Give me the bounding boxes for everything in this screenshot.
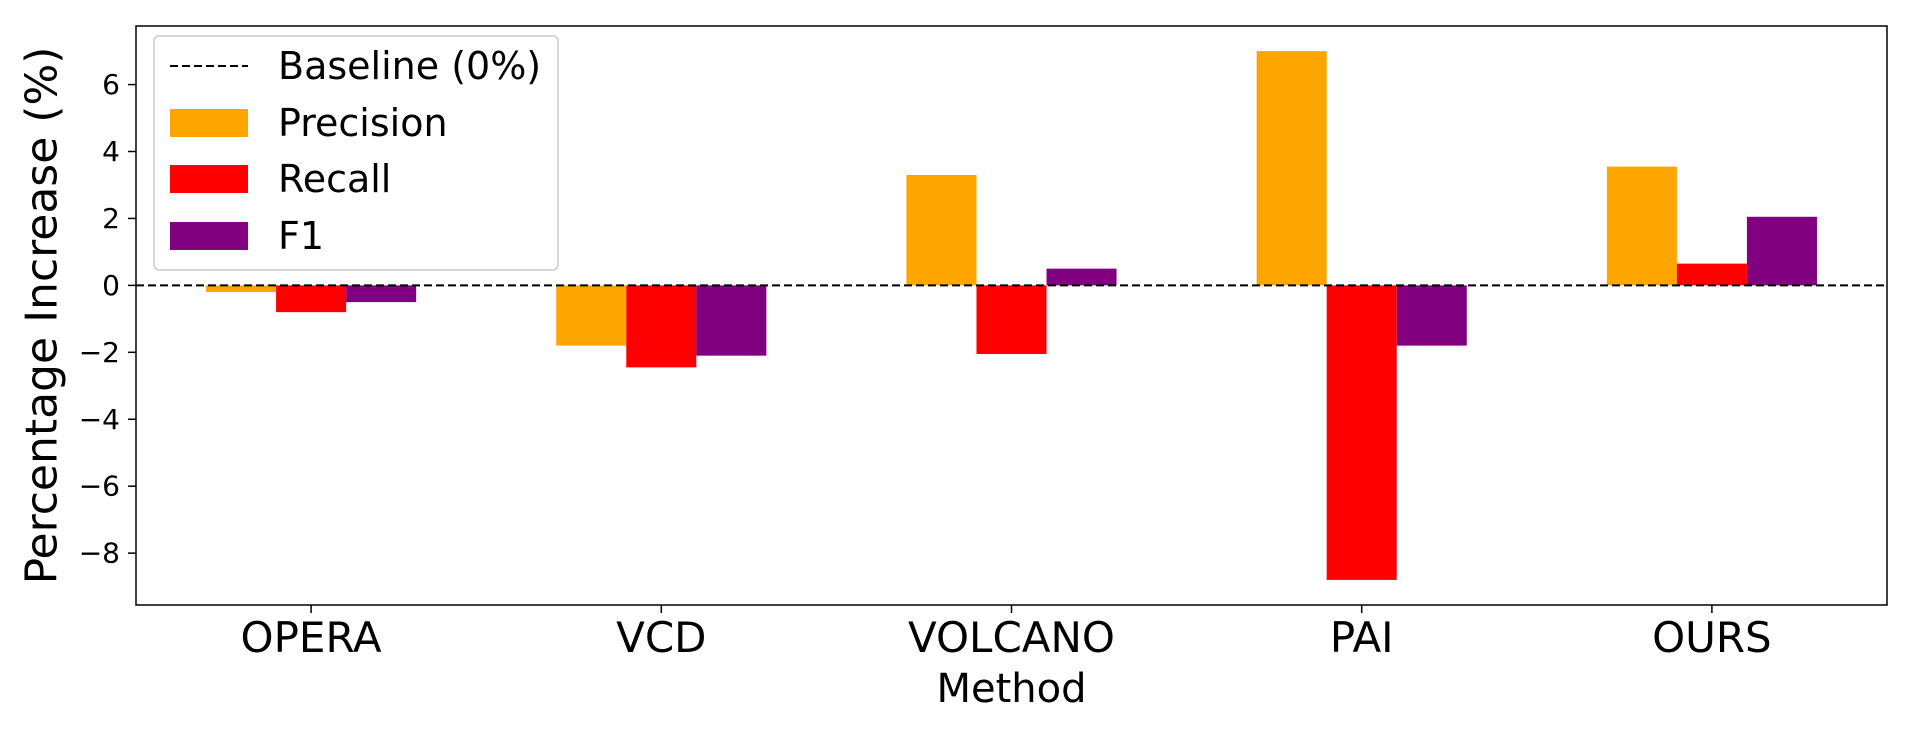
x-tick-label-pai: PAI [1330, 613, 1394, 662]
x-axis-label: Method [936, 666, 1086, 712]
legend-label-recall: Recall [278, 157, 391, 201]
bar-recall-ours [1676, 263, 1747, 286]
bar-f1-pai [1396, 285, 1467, 346]
legend-baseline-label: Baseline (0%) [278, 44, 541, 88]
bar-f1-ours [1746, 216, 1817, 286]
plot-frame [135, 25, 1888, 606]
y-axis-label: Percentage Increase (%) [17, 47, 68, 585]
legend-label-f1: F1 [278, 214, 324, 258]
legend-label-precision: Precision [278, 101, 448, 145]
legend-series-entries: Precision Recall F1 [170, 101, 448, 258]
bar-f1-volcano [1046, 268, 1117, 286]
legend-box [153, 35, 559, 271]
x-tick-label-volcano: VOLCANO [908, 613, 1115, 662]
y-tick-label: −6 [79, 470, 120, 503]
x-tick-label-opera: OPERA [241, 613, 382, 662]
bar-f1-vcd [696, 285, 767, 356]
bars-layer [206, 51, 1817, 580]
bar-recall-volcano [976, 285, 1047, 354]
legend-swatch-recall [170, 165, 248, 193]
x-tick-label-vcd: VCD [616, 613, 706, 662]
bar-precision-pai [1256, 51, 1327, 286]
y-tick-label: 0 [102, 269, 120, 302]
y-tick-label: −8 [79, 537, 120, 570]
x-tick-label-ours: OURS [1652, 613, 1772, 662]
y-tick-label: 2 [102, 202, 120, 235]
y-tick-label: −2 [79, 336, 120, 369]
legend: Baseline (0%) Precision Recall F1 [153, 35, 559, 271]
x-axis-ticks: OPERA VCD VOLCANO PAI OURS [241, 605, 1772, 662]
bar-precision-volcano [906, 174, 977, 286]
y-tick-label: 4 [102, 135, 120, 168]
legend-swatch-f1 [170, 222, 248, 250]
y-axis-ticks: 6 4 2 0 −2 −4 −6 −8 [79, 68, 136, 570]
y-tick-label: 6 [102, 68, 120, 101]
bar-f1-opera [346, 285, 417, 303]
bar-recall-vcd [626, 285, 697, 368]
bar-recall-opera [276, 285, 347, 313]
legend-swatch-precision [170, 109, 248, 137]
y-tick-label: −4 [79, 403, 120, 436]
bar-precision-vcd [556, 285, 627, 346]
bar-recall-pai [1326, 285, 1397, 580]
bar-precision-ours [1606, 166, 1677, 286]
bar-precision-opera [206, 285, 277, 293]
